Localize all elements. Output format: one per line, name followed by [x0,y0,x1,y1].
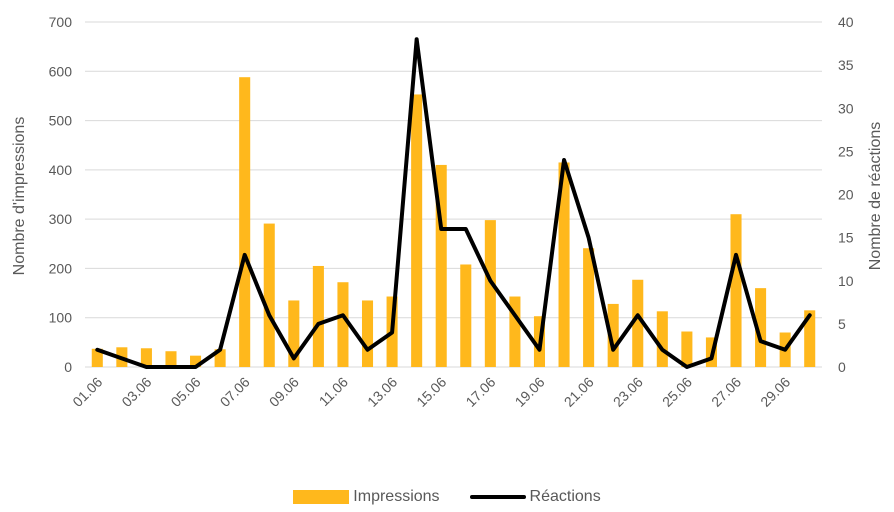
impressions-bar [288,300,300,367]
impressions-bar [558,162,570,367]
x-axis-tick-label: 27.06 [708,374,744,410]
x-axis-tick-label: 25.06 [659,374,695,410]
x-axis-tick-label: 09.06 [266,374,302,410]
left-axis-tick-label: 300 [49,211,73,227]
left-axis-tick-label: 0 [64,359,72,375]
left-axis-tick-label: 600 [49,63,73,79]
impressions-bar [656,311,668,367]
impressions-bar [337,282,349,367]
x-axis-tick-label: 19.06 [512,374,548,410]
impressions-bar [165,351,177,367]
x-axis-tick-label: 01.06 [69,374,105,410]
left-axis-tick-label: 700 [49,14,73,30]
x-axis-tick-label: 21.06 [561,374,597,410]
left-axis-title: Nombre d'impressions [11,117,28,276]
impressions-bar [755,288,767,367]
right-axis-tick-label: 5 [838,316,846,332]
legend-label-reactions: Réactions [529,488,601,505]
legend-item-impressions: Impressions [293,488,440,506]
impressions-bar [460,264,472,367]
right-axis-tick-label: 10 [838,273,854,289]
right-axis-tick-label: 35 [838,57,854,73]
legend: Impressions Réactions [0,488,894,506]
right-axis-tick-label: 25 [838,143,854,159]
x-axis-tick-label: 23.06 [610,374,646,410]
right-axis-tick-label: 30 [838,100,854,116]
impressions-bar [214,349,226,367]
legend-label-impressions: Impressions [353,488,440,505]
x-axis-tick-label: 07.06 [217,374,253,410]
x-axis-tick-label: 13.06 [364,374,400,410]
impressions-bar [730,214,742,367]
impressions-bar [484,220,496,367]
impressions-bar [509,296,521,367]
right-axis-tick-label: 0 [838,359,846,375]
impressions-bar [583,248,595,367]
x-axis-tick-label: 15.06 [413,374,449,410]
impressions-bar [361,300,374,367]
legend-swatch-impressions [293,490,350,504]
right-axis-ticks: 0 5 10 15 20 25 30 35 40 [838,14,854,375]
impressions-bar [239,77,251,367]
impressions-bar [681,331,693,367]
impressions-bar [91,348,103,367]
impressions-bar [263,223,275,367]
x-axis-tick-label: 17.06 [462,374,498,410]
left-axis-ticks: 0 100 200 300 400 500 600 700 [49,14,73,375]
reactions-line [95,37,812,369]
impressions-bar [140,348,152,367]
legend-item-reactions: Réactions [469,488,601,506]
right-axis-tick-label: 20 [838,187,854,203]
impressions-bar [804,310,816,367]
x-axis-tick-label: 05.06 [168,374,204,410]
left-axis-tick-label: 100 [49,310,73,326]
gridlines [85,21,822,368]
impressions-bar [190,355,202,367]
right-axis-title: Nombre de réactions [867,122,884,271]
left-axis-tick-label: 200 [49,260,73,276]
impressions-bar [607,303,619,367]
right-axis-tick-label: 15 [838,230,854,246]
impressions-bar [312,265,324,367]
impressions-bar [632,279,644,367]
x-axis-tick-label: 29.06 [757,374,793,410]
x-axis-tick-label: 11.06 [316,374,352,410]
left-axis-tick-label: 500 [49,113,73,129]
right-axis-tick-label: 40 [838,14,854,30]
impressions-bar [435,164,447,367]
x-axis-tick-label: 03.06 [118,374,154,410]
left-axis-tick-label: 400 [49,162,73,178]
legend-swatch-reactions [469,495,526,499]
x-axis-ticks: 01.06 03.06 05.06 07.06 09.06 11.06 13.06 15.06… [69,374,793,410]
impressions-bar [411,94,423,367]
reactions-line-group [95,37,812,369]
